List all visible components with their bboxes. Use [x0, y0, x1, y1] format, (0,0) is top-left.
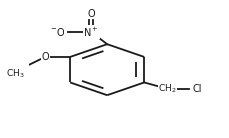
Text: O: O [87, 9, 95, 19]
Text: N$^+$: N$^+$ [83, 25, 98, 39]
Text: Cl: Cl [191, 84, 201, 94]
Text: O: O [41, 52, 49, 62]
Text: CH$_3$: CH$_3$ [6, 67, 25, 79]
Text: $^{-}$O: $^{-}$O [50, 26, 65, 38]
Text: CH$_2$: CH$_2$ [158, 83, 176, 95]
